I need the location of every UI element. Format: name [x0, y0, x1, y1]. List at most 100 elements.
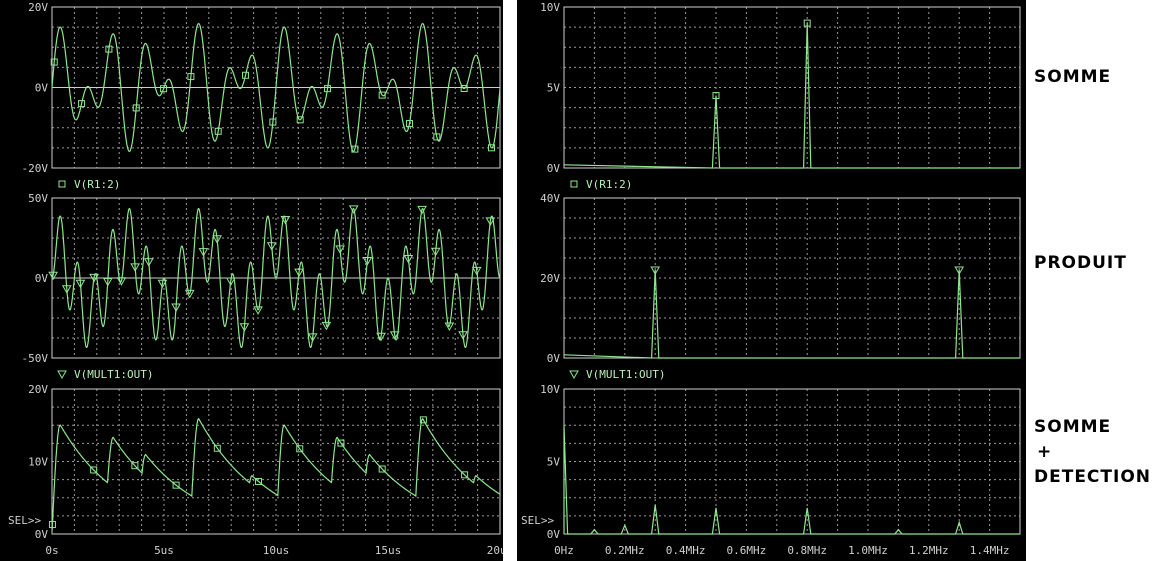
- time-produit-marker: [116, 277, 127, 286]
- time-produit-marker: [75, 279, 86, 289]
- time-detection-marker: [255, 477, 263, 485]
- freq-somme-marker: [712, 92, 720, 100]
- freq-somme-legend-label: V(R1:2): [586, 178, 632, 191]
- freq-detection-ytick: 0V: [547, 528, 561, 541]
- time-produit-marker: [458, 331, 468, 340]
- time-produit-ytick: 50V: [28, 192, 48, 205]
- time-detection-xtick: 10us: [263, 544, 290, 557]
- time-produit-marker: [130, 263, 140, 272]
- time-somme-marker: [487, 144, 495, 152]
- label-detection-line3: DETECTION: [1034, 467, 1152, 487]
- time-produit-marker: [48, 271, 58, 281]
- time-somme-legend-label: V(R1:2): [74, 178, 120, 191]
- time-detection-ytick: 20V: [28, 383, 48, 396]
- time-somme-marker: [132, 104, 140, 112]
- label-somme: SOMME: [1034, 67, 1112, 87]
- freq-detection-xtick: 0.8MHz: [787, 544, 827, 557]
- time-produit-marker: [444, 322, 455, 331]
- time-produit-marker: [171, 303, 181, 312]
- time-produit-marker: [307, 333, 318, 342]
- time-somme-marker: [78, 100, 86, 108]
- time-detection-ytick: 0V: [35, 528, 49, 541]
- time-somme-marker: [378, 91, 386, 99]
- time-detection-marker: [172, 481, 180, 489]
- time-produit-marker: [403, 255, 414, 264]
- time-produit-marker: [157, 279, 168, 289]
- time-produit-marker: [430, 247, 441, 257]
- time-detection-marker: [131, 462, 139, 470]
- freq-somme-trace: [563, 23, 1020, 169]
- time-somme-marker: [460, 85, 468, 93]
- time-somme-marker: [187, 73, 195, 81]
- freq-produit-frame: [563, 197, 1021, 359]
- time-somme-ytick: -20V: [22, 162, 49, 175]
- freq-produit-legend-marker: [569, 370, 579, 380]
- time-produit-marker: [485, 217, 496, 226]
- freq-somme-ytick: 5V: [547, 82, 561, 95]
- time-somme-trace: [51, 22, 501, 153]
- freq-detection-ytick: 10V: [540, 383, 560, 396]
- time-detection-xtick: 5us: [154, 544, 174, 557]
- time-somme-marker: [105, 45, 113, 53]
- time-somme-marker: [50, 58, 58, 66]
- time-produit-ytick: -50V: [22, 352, 49, 365]
- frequency-domain-scope: 10V 5V 0V V(R1:2) 40V 20V 0V V(MULT1:OUT) 10V 5V 0…: [517, 0, 1026, 561]
- time-detection-marker: [48, 521, 56, 529]
- freq-detection-frame: [563, 388, 1021, 535]
- time-detection-marker: [419, 416, 427, 424]
- label-detection-plus: +: [1037, 442, 1053, 462]
- freq-somme-marker: [803, 19, 811, 27]
- time-somme-marker: [433, 133, 441, 141]
- time-detection-xtick: 0s: [45, 544, 58, 557]
- time-somme-ytick: 20V: [28, 1, 48, 14]
- time-somme-ytick: 0V: [35, 82, 49, 95]
- time-somme-marker: [160, 85, 168, 93]
- time-produit-legend-label: V(MULT1:OUT): [74, 368, 153, 381]
- freq-detection-xtick: 1.0MHz: [848, 544, 888, 557]
- time-produit-marker: [198, 248, 209, 257]
- label-produit: PRODUIT: [1034, 253, 1127, 273]
- freq-produit-legend-label: V(MULT1:OUT): [586, 368, 665, 381]
- freq-detection-xtick: 1.4MHz: [970, 544, 1010, 557]
- time-detection-marker: [213, 444, 221, 452]
- time-detection-xtick: 15us: [375, 544, 402, 557]
- time-somme-marker: [269, 118, 277, 126]
- time-produit-ytick: 0V: [35, 272, 49, 285]
- time-produit-marker: [102, 278, 113, 287]
- freq-detection-xtick: 1.2MHz: [909, 544, 949, 557]
- time-domain-plots: 20V 0V -20V V(R1:2) 50V 0V -50V V(MULT1:OUT) 20V…: [8, 1, 503, 557]
- freq-produit-ytick: 40V: [540, 192, 560, 205]
- time-produit-marker: [417, 205, 427, 215]
- time-somme-legend-marker: [58, 180, 66, 188]
- freq-produit-marker: [954, 266, 965, 276]
- time-detection-marker: [90, 466, 98, 474]
- freq-produit-ytick: 20V: [540, 272, 560, 285]
- time-produit-marker: [348, 205, 359, 214]
- time-produit-marker: [61, 285, 72, 294]
- time-somme-marker: [324, 85, 332, 93]
- time-produit-marker: [362, 257, 373, 266]
- freq-produit-ytick: 0V: [547, 352, 561, 365]
- freq-somme-legend-marker: [570, 180, 578, 188]
- time-domain-scope: 20V 0V -20V V(R1:2) 50V 0V -50V V(MULT1:OUT) 20V…: [0, 0, 503, 561]
- freq-somme-ytick: 0V: [547, 162, 561, 175]
- time-detection-frame: [51, 388, 501, 535]
- time-somme-marker: [242, 71, 250, 79]
- time-detection-marker: [378, 465, 386, 473]
- freq-detection-ytick: 5V: [547, 456, 561, 469]
- time-detection-marker: [461, 471, 469, 479]
- time-somme-marker: [296, 116, 304, 124]
- freq-detection-trace: [563, 425, 1020, 535]
- freq-produit-trace: [563, 269, 1020, 359]
- time-detection-marker: [296, 445, 304, 453]
- freq-detection-xtick: 0.2MHz: [605, 544, 645, 557]
- time-detection-sel-marker: SEL>>: [8, 514, 41, 527]
- time-detection-marker: [337, 439, 345, 447]
- time-produit-legend-marker: [57, 370, 67, 380]
- time-produit-marker: [280, 216, 291, 225]
- time-produit-marker: [143, 258, 154, 267]
- time-produit-marker: [376, 332, 386, 342]
- freq-detection-xtick: 0Hz: [554, 544, 574, 557]
- time-somme-marker: [351, 145, 359, 153]
- time-produit-marker: [239, 323, 250, 332]
